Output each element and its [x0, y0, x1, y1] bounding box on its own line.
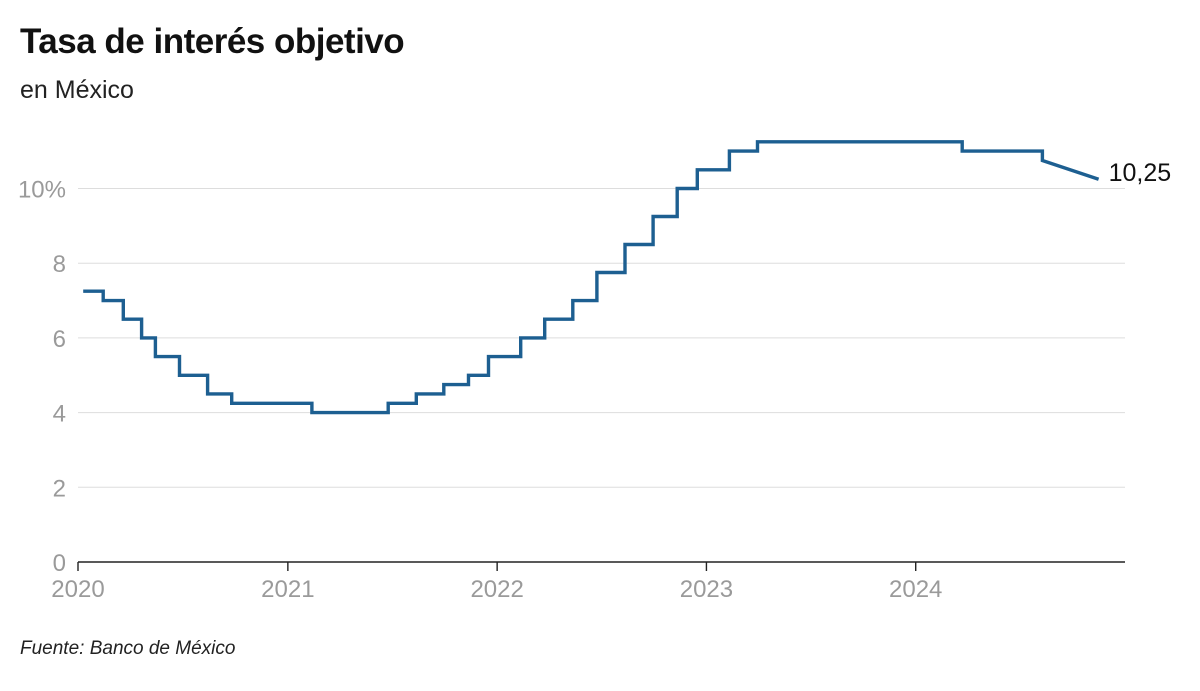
y-tick-label: 4 — [53, 401, 66, 428]
y-tick-label: 10% — [18, 177, 66, 204]
y-axis-ticks: 0 2 4 6 8 10% — [18, 177, 66, 578]
x-tick-label: 2022 — [470, 576, 523, 603]
end-value-label: 10,25 — [1109, 159, 1172, 187]
source-note: Fuente: Banco de México — [20, 638, 236, 659]
x-tick-label: 2024 — [889, 576, 942, 603]
chart-title: Tasa de interés objetivo — [20, 22, 405, 61]
chart-subtitle: en México — [20, 76, 134, 104]
y-tick-label: 2 — [53, 475, 66, 502]
x-axis-ticks: 2020 2021 2022 2023 2024 — [51, 562, 942, 603]
series-line — [83, 140, 1100, 415]
series — [83, 140, 1100, 415]
x-tick-label: 2020 — [51, 576, 104, 603]
y-tick-label: 0 — [53, 550, 66, 577]
y-tick-label: 8 — [53, 251, 66, 278]
gridlines — [78, 188, 1125, 563]
x-tick-label: 2023 — [680, 576, 733, 603]
x-tick-label: 2021 — [261, 576, 314, 603]
y-tick-label: 6 — [53, 326, 66, 353]
